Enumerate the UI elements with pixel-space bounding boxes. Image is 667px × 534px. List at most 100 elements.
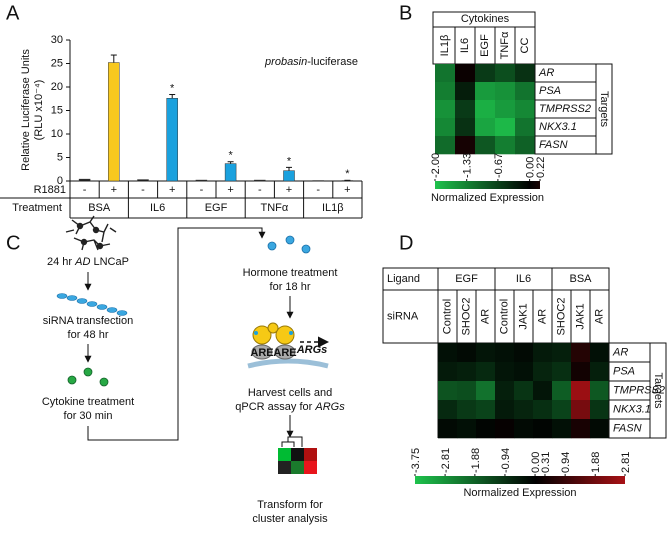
header-label: Ligand: [387, 273, 420, 285]
series-label: +: [111, 184, 117, 196]
heatmap-cell: [571, 362, 591, 382]
heatmap-cell: [435, 64, 456, 83]
header-label: Cytokines: [461, 13, 510, 25]
significance: *: [287, 155, 292, 167]
heatmap-cell: [515, 64, 536, 83]
column-label: SHOC2: [460, 298, 472, 336]
step-text: Transform for: [257, 499, 323, 511]
step-text: 24 hr AD LNCaP: [47, 256, 129, 268]
y-tick-label: 15: [51, 104, 63, 116]
heatmap-cell: [435, 82, 456, 101]
category-label: IL1β: [322, 202, 344, 214]
step-text: Cytokine treatment: [42, 396, 134, 408]
heatmap-cell: [455, 64, 476, 83]
row-label: Treatment: [12, 202, 62, 214]
bar: [78, 178, 91, 182]
icon-label: ARE: [250, 347, 273, 359]
heatmap-cell: [590, 400, 610, 420]
heatmap-cell: [590, 381, 610, 401]
bar: [254, 179, 266, 182]
colorbar-tick-label: -0.94: [500, 448, 512, 473]
heatmap-cell: [476, 419, 496, 439]
colorbar-tick-label: -1.88: [470, 448, 482, 473]
heatmap-cell: [475, 82, 496, 101]
heatmap-cell: [438, 343, 458, 363]
heatmap-cell: [457, 343, 477, 363]
bar: [283, 170, 295, 182]
y-tick-label: 20: [51, 81, 63, 93]
bar: [195, 179, 208, 182]
heatmap-cell: [590, 419, 610, 439]
colorbar-label: Normalized Expression: [431, 192, 544, 204]
column-label: JAK1: [574, 303, 586, 329]
heatmap-cell: [475, 64, 496, 83]
group-label: IL6: [516, 273, 531, 285]
colorbar-tick-label: 0.00: [525, 157, 537, 178]
heatmap-cell: [515, 136, 536, 155]
heatmap-cell: [455, 100, 476, 119]
column-label: AR: [536, 309, 548, 324]
heatmap-cell: [435, 136, 456, 155]
heatmap-cell: [475, 118, 496, 137]
heatmap-cell: [455, 136, 476, 155]
heatmap-cell: [457, 419, 477, 439]
heatmap-cell: [476, 381, 496, 401]
y-tick-label: 30: [51, 34, 63, 46]
heatmap-cell: [438, 419, 458, 439]
bar: [224, 163, 237, 182]
heatmap-cell: [533, 400, 553, 420]
category-label: BSA: [88, 202, 111, 214]
heatmap-cell: [514, 400, 534, 420]
heatmap-cell: [515, 100, 536, 119]
row-label: NKX3.1: [613, 403, 651, 415]
heatmap-cell: [475, 100, 496, 119]
y-tick-label: 10: [51, 128, 63, 140]
heatmap-cell: [438, 381, 458, 401]
step-text: cluster analysis: [252, 513, 328, 525]
column-label: Control: [498, 299, 510, 334]
heatmap-cell: [495, 381, 515, 401]
y-axis-label: Relative Luciferase Units: [20, 49, 32, 171]
bar: [137, 179, 149, 182]
colorbar-tick-label: 0.31: [540, 452, 552, 473]
y-axis-label: (RLU x10⁻⁴): [33, 80, 45, 141]
row-label: AR: [612, 346, 628, 358]
heatmap-cell: [495, 118, 516, 137]
heatmap-cell: [457, 400, 477, 420]
column-label: IL6: [459, 38, 471, 53]
row-group-box: [595, 63, 613, 155]
row-label: PSA: [613, 365, 635, 377]
heatmap-cell: [514, 343, 534, 363]
significance: *: [228, 150, 233, 162]
heatmap-cell: [476, 362, 496, 382]
heatmap-cell: [590, 362, 610, 382]
colorbar-tick-label: 1.88: [590, 452, 602, 473]
series-label: +: [227, 184, 233, 196]
colorbar-tick-label: -1.33: [462, 153, 474, 178]
row-label: NKX3.1: [539, 121, 577, 133]
column-label: TNFα: [499, 31, 511, 59]
heatmap-cell: [571, 381, 591, 401]
row-group-label: Targets: [652, 372, 664, 409]
row-label: FASN: [539, 139, 568, 151]
colorbar-tick-label: -2.00: [430, 153, 442, 178]
series-label: -: [83, 184, 87, 196]
group-label: BSA: [569, 273, 592, 285]
y-tick-label: 5: [57, 151, 63, 163]
row-label: PSA: [539, 85, 561, 97]
series-label: +: [169, 184, 175, 196]
panel-label: D: [399, 232, 413, 254]
step-text: Hormone treatment: [243, 267, 338, 279]
colorbar: [435, 181, 540, 189]
step-text: Harvest cells and: [248, 387, 332, 399]
bar: [166, 98, 178, 182]
heatmap-cell: [552, 400, 572, 420]
heatmap-cell: [533, 419, 553, 439]
series-label: -: [141, 184, 145, 196]
heatmap-cell: [435, 100, 456, 119]
series-label: -: [200, 184, 204, 196]
colorbar-tick-label: 2.81: [620, 452, 632, 473]
heatmap-cell: [476, 400, 496, 420]
heatmap-cell: [495, 136, 516, 155]
